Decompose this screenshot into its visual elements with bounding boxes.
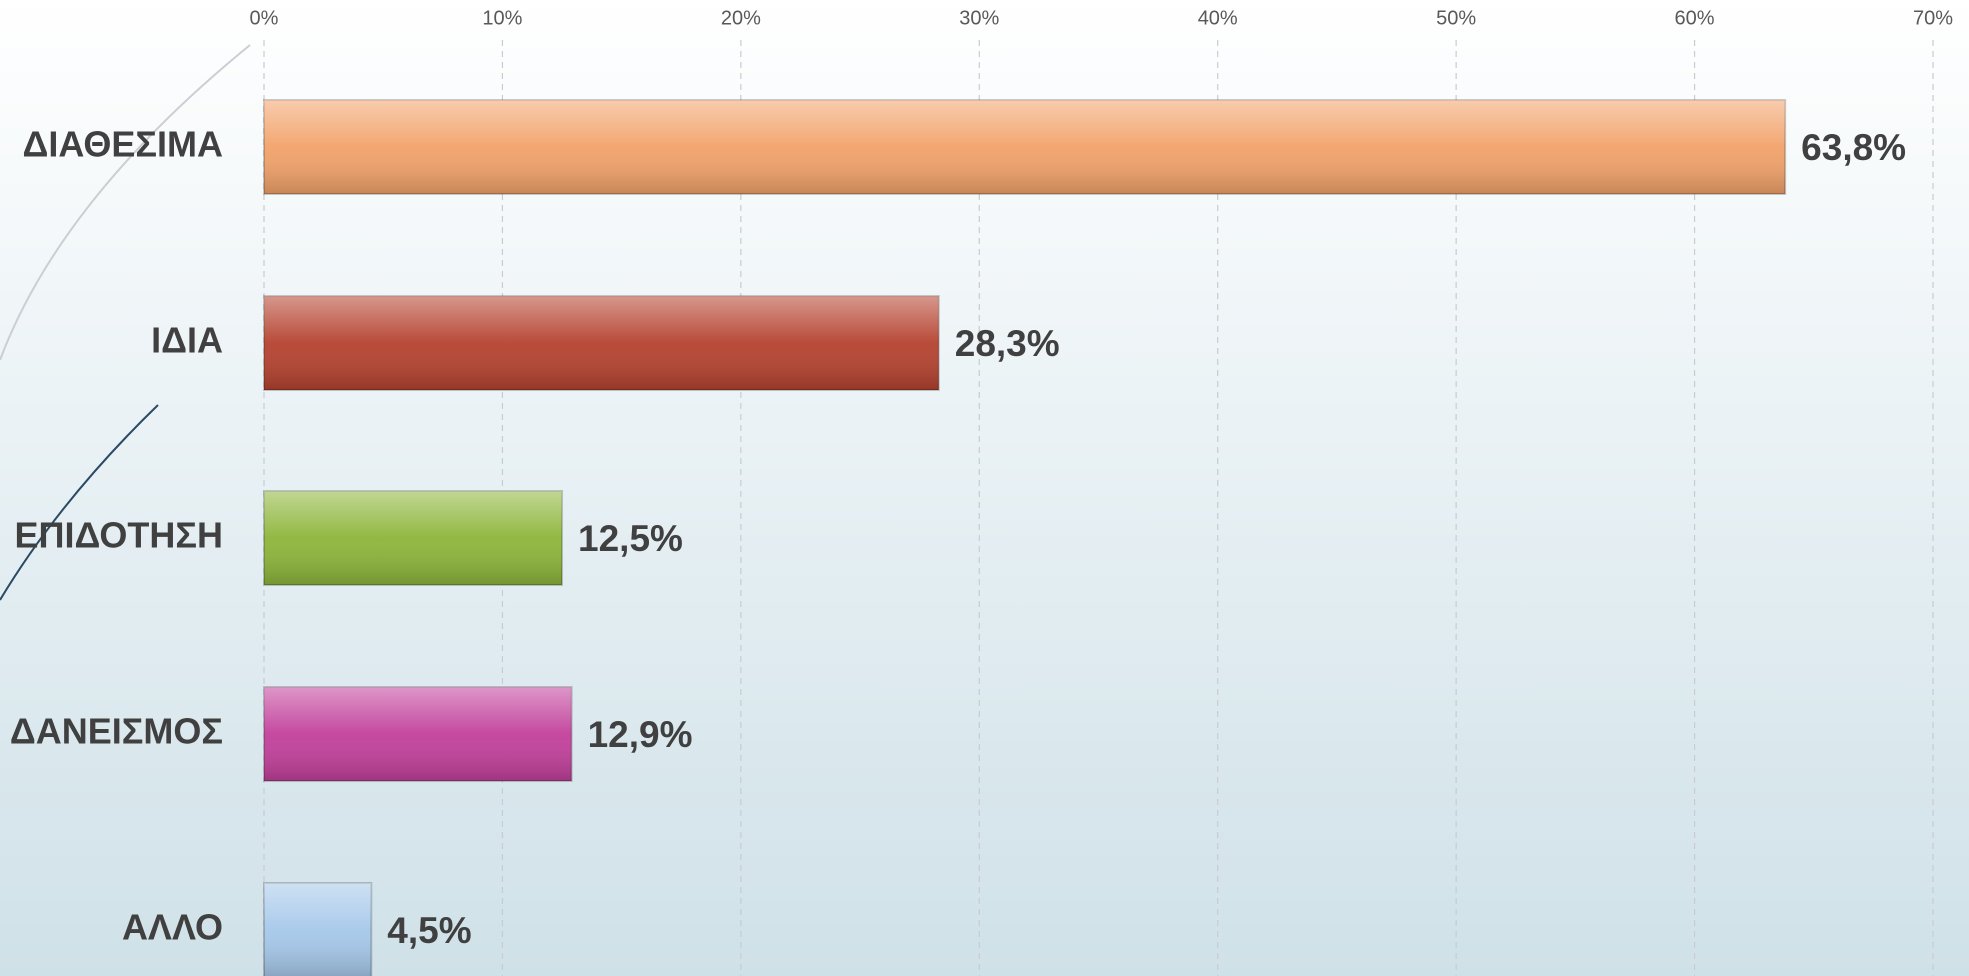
category-label: ΔΑΝΕΙΣΜΟΣ	[10, 711, 223, 752]
value-label: 63,8%	[1801, 127, 1906, 168]
value-label: 4,5%	[387, 910, 471, 951]
decor-curve	[0, 404, 159, 601]
category-label: ΔΙΑΘΕΣΙΜΑ	[22, 124, 223, 165]
bar-shine	[264, 100, 1786, 194]
category-label: ΙΔΙΑ	[151, 320, 223, 361]
bar-shine	[264, 296, 939, 390]
value-label: 28,3%	[955, 323, 1060, 364]
x-tick-label: 60%	[1675, 7, 1715, 29]
bar-shine	[264, 491, 563, 585]
value-label: 12,9%	[588, 714, 693, 755]
category-label: ΑΛΛΟ	[122, 907, 223, 948]
x-tick-label: 0%	[250, 7, 279, 29]
x-tick-label: 30%	[959, 7, 999, 29]
value-label: 12,5%	[578, 518, 683, 559]
bar-shine	[264, 687, 572, 781]
x-tick-label: 20%	[721, 7, 761, 29]
category-label: ΕΠΙΔΟΤΗΣΗ	[14, 515, 223, 556]
decor-curve	[0, 44, 251, 361]
x-tick-label: 70%	[1913, 7, 1953, 29]
x-tick-label: 10%	[482, 7, 522, 29]
x-tick-label: 40%	[1198, 7, 1238, 29]
x-tick-label: 50%	[1436, 7, 1476, 29]
bar-shine	[264, 883, 372, 976]
